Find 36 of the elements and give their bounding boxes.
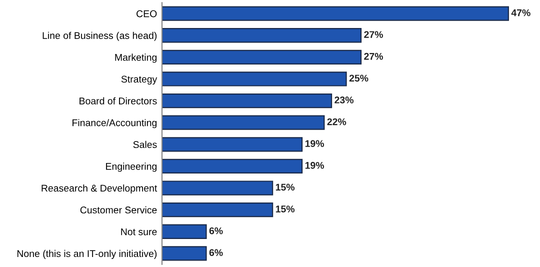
data-label: 27% [364,31,383,38]
bar [162,180,274,196]
y-tick-label: Line of Business (as head) [42,32,157,41]
bar [162,137,303,152]
bar [162,72,347,86]
data-label: 25% [349,74,368,82]
data-label: 19% [305,140,324,148]
data-label: 27% [364,52,383,60]
y-tick-label: Reasearch & Development [42,184,158,194]
y-tick-label: Sales [133,140,157,148]
y-tick-label: None (this is an IT-only initiative) [17,250,157,259]
data-label: 22% [327,118,346,126]
y-tick-label: Not sure [121,228,157,236]
bar [162,158,303,174]
bar [162,93,332,108]
data-label: 6% [209,249,223,256]
y-tick-label: CEO [136,10,157,18]
y-tick-label: Engineering [106,162,157,172]
bar [162,202,274,218]
data-label: 19% [305,162,324,169]
y-tick-label: Marketing [115,54,157,63]
data-label: 6% [209,227,223,234]
data-label: 15% [276,206,295,212]
y-tick-label: Finance/Accounting [72,119,157,128]
bar [162,28,362,43]
bar [162,50,362,64]
y-tick-label: Strategy [121,76,158,85]
bar [162,115,325,130]
data-label: 23% [334,96,354,104]
bar [162,246,207,261]
data-label: 15% [276,184,295,191]
data-label: 47% [511,9,530,16]
bar [162,224,207,239]
bar [162,6,509,21]
y-tick-label: Board of Directors [80,97,157,104]
y-tick-label: Customer Service [80,206,157,214]
